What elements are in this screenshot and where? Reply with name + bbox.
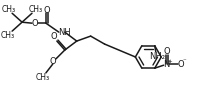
Text: O: O — [163, 47, 170, 56]
Text: O: O — [44, 6, 50, 15]
Text: +: + — [167, 59, 172, 64]
Text: CH₃: CH₃ — [2, 5, 16, 14]
Text: O: O — [50, 57, 56, 66]
Text: NH₂: NH₂ — [149, 52, 165, 61]
Text: CH₃: CH₃ — [29, 5, 43, 14]
Text: CH₃: CH₃ — [36, 73, 50, 82]
Text: O: O — [50, 32, 57, 41]
Text: O: O — [177, 60, 184, 69]
Text: CH₃: CH₃ — [1, 31, 15, 40]
Text: O: O — [32, 19, 38, 28]
Text: N: N — [164, 60, 170, 69]
Text: NH: NH — [58, 28, 71, 37]
Text: ⁻: ⁻ — [183, 58, 187, 64]
